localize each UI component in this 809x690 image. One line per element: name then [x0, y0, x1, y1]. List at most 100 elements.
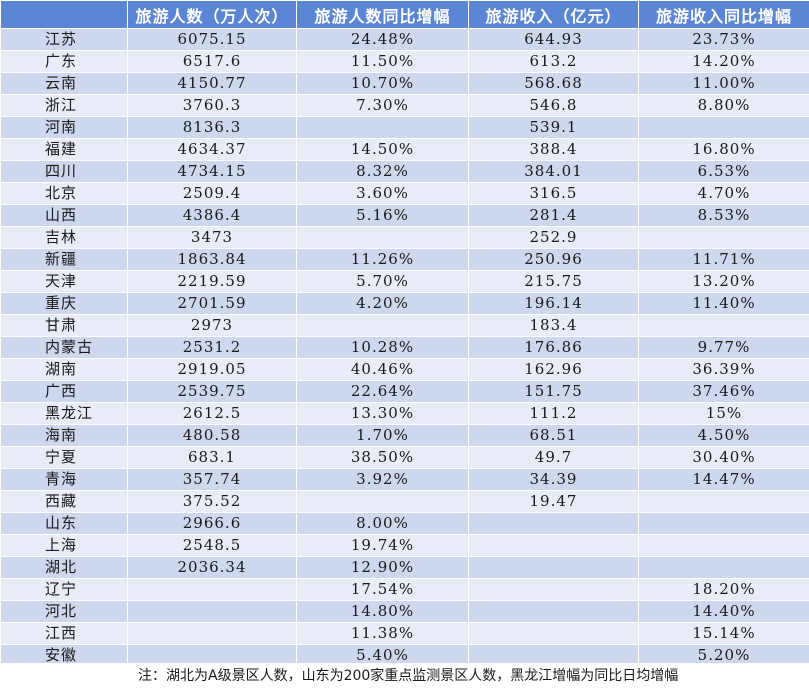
header-revenue: 旅游收入（亿元）: [468, 0, 639, 29]
visitors-cell: 2036.34: [127, 556, 297, 579]
table-row: 辽宁 17.54% 18.20%: [0, 578, 809, 601]
revenue-cell: 19.47: [468, 490, 639, 513]
table-row: 山东 2966.6 8.00%: [0, 512, 809, 535]
revenue-growth-cell: 11.71%: [638, 248, 809, 271]
province-cell: 宁夏: [0, 446, 128, 469]
revenue-cell: 546.8: [468, 94, 639, 117]
visitors-cell: 1863.84: [127, 248, 297, 271]
table-row: 广西 2539.75 22.64% 151.75 37.46%: [0, 380, 809, 403]
table-row: 内蒙古 2531.2 10.28% 176.86 9.77%: [0, 336, 809, 359]
visitors-cell: [127, 622, 297, 645]
table-row: 云南 4150.77 10.70% 568.68 11.00%: [0, 72, 809, 95]
revenue-growth-cell: [638, 314, 809, 337]
visitors-growth-cell: 38.50%: [296, 446, 469, 469]
visitors-cell: 4150.77: [127, 72, 297, 95]
visitors-cell: 8136.3: [127, 116, 297, 139]
visitors-growth-cell: 4.20%: [296, 292, 469, 315]
visitors-growth-cell: [296, 314, 469, 337]
revenue-growth-cell: 15%: [638, 402, 809, 425]
table-row: 黑龙江 2612.5 13.30% 111.2 15%: [0, 402, 809, 425]
visitors-growth-cell: 19.74%: [296, 534, 469, 557]
province-cell: 青海: [0, 468, 128, 491]
table-row: 宁夏 683.1 38.50% 49.7 30.40%: [0, 446, 809, 469]
visitors-cell: 2219.59: [127, 270, 297, 293]
revenue-cell: [468, 556, 639, 579]
visitors-cell: [127, 578, 297, 601]
visitors-cell: 2531.2: [127, 336, 297, 359]
province-cell: 云南: [0, 72, 128, 95]
province-cell: 江西: [0, 622, 128, 645]
province-cell: 西藏: [0, 490, 128, 513]
revenue-cell: [468, 622, 639, 645]
revenue-cell: 644.93: [468, 28, 639, 51]
province-cell: 内蒙古: [0, 336, 128, 359]
revenue-growth-cell: [638, 116, 809, 139]
revenue-cell: 388.4: [468, 138, 639, 161]
province-cell: 河南: [0, 116, 128, 139]
revenue-cell: 162.96: [468, 358, 639, 381]
revenue-growth-cell: 8.53%: [638, 204, 809, 227]
table-row: 江苏 6075.15 24.48% 644.93 23.73%: [0, 28, 809, 51]
footnote: 注：湖北为A级景区人数，山东为200家重点监测景区人数，黑龙江增幅为同比日均增幅: [0, 663, 809, 690]
visitors-cell: 4634.37: [127, 138, 297, 161]
visitors-cell: 480.58: [127, 424, 297, 447]
revenue-cell: 250.96: [468, 248, 639, 271]
province-cell: 甘肃: [0, 314, 128, 337]
province-cell: 湖北: [0, 556, 128, 579]
header-province: [0, 0, 128, 29]
visitors-growth-cell: 10.28%: [296, 336, 469, 359]
province-cell: 黑龙江: [0, 402, 128, 425]
visitors-cell: 2966.6: [127, 512, 297, 535]
revenue-cell: [468, 644, 639, 667]
revenue-cell: 316.5: [468, 182, 639, 205]
province-cell: 江苏: [0, 28, 128, 51]
revenue-cell: 68.51: [468, 424, 639, 447]
revenue-cell: [468, 600, 639, 623]
visitors-growth-cell: 11.50%: [296, 50, 469, 73]
revenue-cell: [468, 578, 639, 601]
table-row: 河南 8136.3 539.1: [0, 116, 809, 139]
table-row: 青海 357.74 3.92% 34.39 14.47%: [0, 468, 809, 491]
revenue-growth-cell: 11.40%: [638, 292, 809, 315]
province-cell: 广西: [0, 380, 128, 403]
province-cell: 海南: [0, 424, 128, 447]
table-row: 新疆 1863.84 11.26% 250.96 11.71%: [0, 248, 809, 271]
revenue-cell: 49.7: [468, 446, 639, 469]
visitors-cell: 3760.3: [127, 94, 297, 117]
revenue-growth-cell: 18.20%: [638, 578, 809, 601]
visitors-growth-cell: 7.30%: [296, 94, 469, 117]
table-header: 旅游人数（万人次） 旅游人数同比增幅 旅游收入（亿元） 旅游收入同比增幅: [0, 0, 809, 29]
table-row: 甘肃 2973 183.4: [0, 314, 809, 337]
revenue-growth-cell: 37.46%: [638, 380, 809, 403]
visitors-growth-cell: 3.92%: [296, 468, 469, 491]
visitors-cell: 4386.4: [127, 204, 297, 227]
visitors-growth-cell: 10.70%: [296, 72, 469, 95]
revenue-cell: 613.2: [468, 50, 639, 73]
header-row: 旅游人数（万人次） 旅游人数同比增幅 旅游收入（亿元） 旅游收入同比增幅: [0, 0, 809, 29]
table-row: 海南 480.58 1.70% 68.51 4.50%: [0, 424, 809, 447]
province-cell: 重庆: [0, 292, 128, 315]
visitors-growth-cell: [296, 226, 469, 249]
visitors-growth-cell: 14.50%: [296, 138, 469, 161]
revenue-cell: 183.4: [468, 314, 639, 337]
revenue-cell: 196.14: [468, 292, 639, 315]
province-cell: 广东: [0, 50, 128, 73]
revenue-cell: 176.86: [468, 336, 639, 359]
table-row: 广东 6517.6 11.50% 613.2 14.20%: [0, 50, 809, 73]
table-row: 江西 11.38% 15.14%: [0, 622, 809, 645]
visitors-growth-cell: 11.26%: [296, 248, 469, 271]
revenue-growth-cell: 30.40%: [638, 446, 809, 469]
tourism-table: 旅游人数（万人次） 旅游人数同比增幅 旅游收入（亿元） 旅游收入同比增幅 江苏 6…: [0, 0, 809, 667]
revenue-growth-cell: 8.80%: [638, 94, 809, 117]
revenue-growth-cell: [638, 226, 809, 249]
visitors-cell: 6075.15: [127, 28, 297, 51]
revenue-growth-cell: 4.50%: [638, 424, 809, 447]
province-cell: 辽宁: [0, 578, 128, 601]
visitors-growth-cell: 3.60%: [296, 182, 469, 205]
visitors-growth-cell: 1.70%: [296, 424, 469, 447]
revenue-growth-cell: 4.70%: [638, 182, 809, 205]
province-cell: 天津: [0, 270, 128, 293]
visitors-cell: 375.52: [127, 490, 297, 513]
province-cell: 四川: [0, 160, 128, 183]
province-cell: 安徽: [0, 644, 128, 667]
